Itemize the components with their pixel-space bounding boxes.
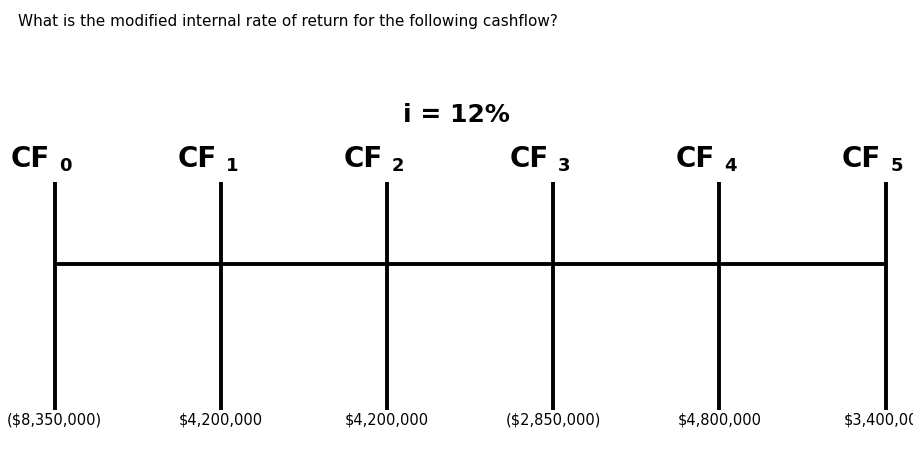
Text: CF: CF [509,145,549,173]
Text: 2: 2 [392,157,404,175]
Text: CF: CF [343,145,383,173]
Text: $4,200,000: $4,200,000 [345,413,429,428]
Text: i = 12%: i = 12% [403,103,510,127]
Text: 5: 5 [890,157,903,175]
Text: $4,800,000: $4,800,000 [677,413,761,428]
Text: 0: 0 [59,157,72,175]
Text: 1: 1 [226,157,238,175]
Text: CF: CF [177,145,216,173]
Text: ($8,350,000): ($8,350,000) [7,413,102,428]
Text: ($2,850,000): ($2,850,000) [506,413,601,428]
Text: CF: CF [676,145,715,173]
Text: 3: 3 [558,157,571,175]
Text: 4: 4 [724,157,737,175]
Text: CF: CF [11,145,50,173]
Text: What is the modified internal rate of return for the following cashflow?: What is the modified internal rate of re… [18,14,558,29]
Text: CF: CF [842,145,881,173]
Text: $4,200,000: $4,200,000 [179,413,263,428]
Text: $3,400,000: $3,400,000 [844,413,913,428]
